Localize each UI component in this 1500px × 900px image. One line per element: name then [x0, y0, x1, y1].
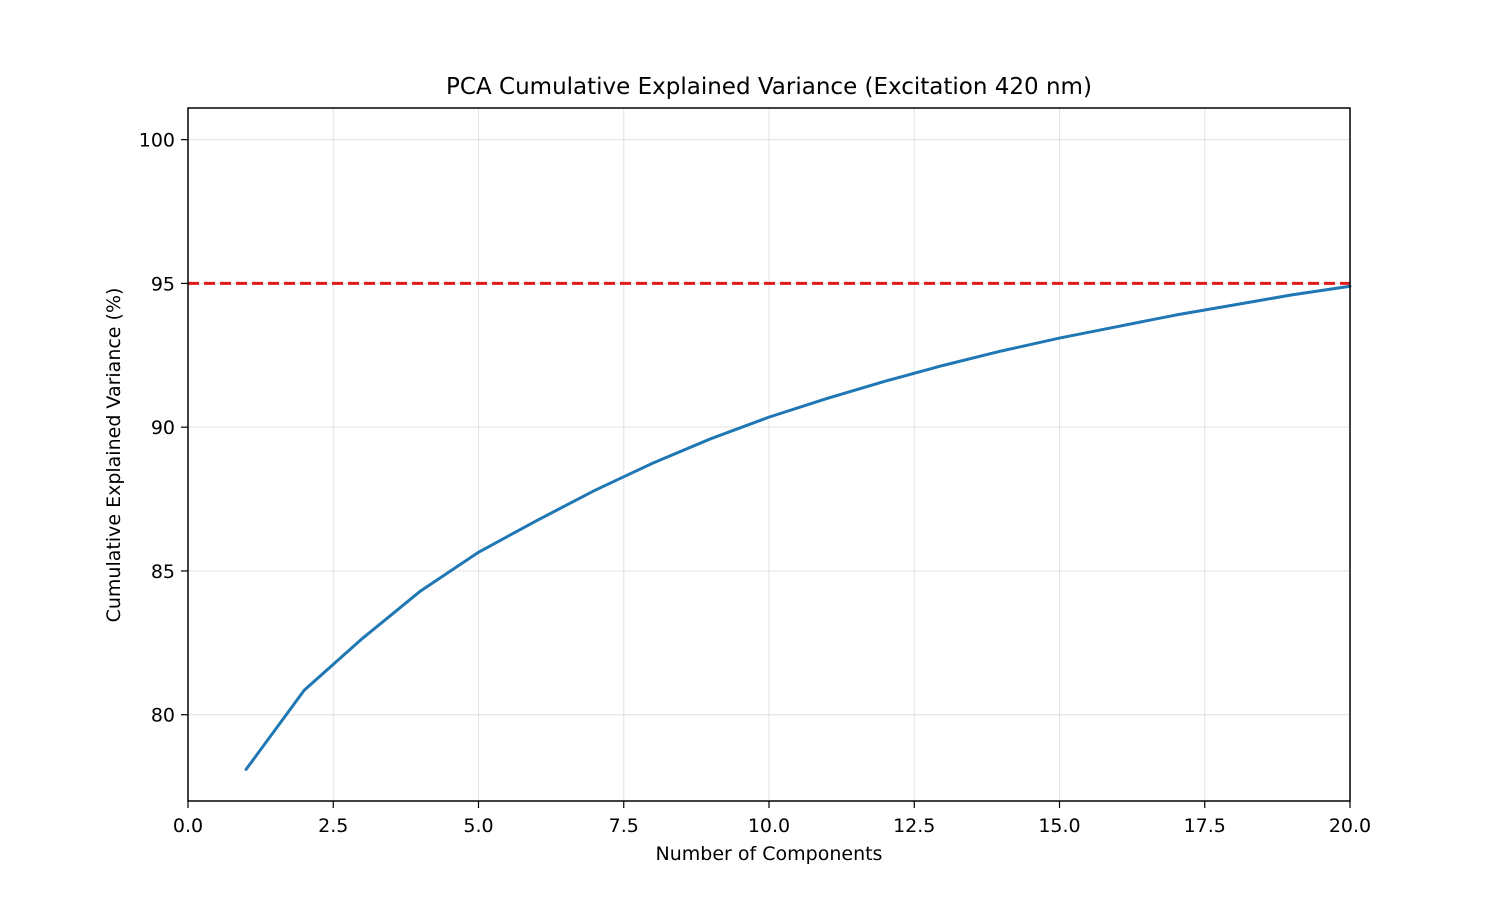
x-tick-label: 7.5: [609, 815, 639, 837]
y-tick-label: 100: [139, 130, 175, 152]
y-tick-label: 80: [151, 705, 175, 727]
y-axis-ticks: 80 85 90 95 100: [139, 130, 188, 727]
y-tick-label: 95: [151, 273, 175, 295]
y-tick-label: 85: [151, 561, 175, 583]
x-axis-label: Number of Components: [656, 843, 883, 865]
x-tick-label: 2.5: [318, 815, 348, 837]
x-tick-label: 5.0: [463, 815, 493, 837]
x-tick-label: 15.0: [1038, 815, 1080, 837]
x-tick-label: 10.0: [748, 815, 790, 837]
x-axis-ticks: 0.0 2.5 5.0 7.5 10.0 12.5 15.0 17.5 20.0: [173, 801, 1371, 837]
grid-lines: [187, 108, 1351, 801]
x-tick-label: 0.0: [173, 815, 203, 837]
x-tick-label: 20.0: [1329, 815, 1371, 837]
y-tick-label: 90: [151, 417, 175, 439]
x-tick-label: 17.5: [1184, 815, 1226, 837]
x-tick-label: 12.5: [893, 815, 935, 837]
chart-title: PCA Cumulative Explained Variance (Excit…: [446, 74, 1092, 100]
series-lines: [244, 284, 1352, 771]
cumulative-variance-line: [244, 284, 1352, 771]
y-axis-label: Cumulative Explained Variance (%): [103, 288, 125, 623]
